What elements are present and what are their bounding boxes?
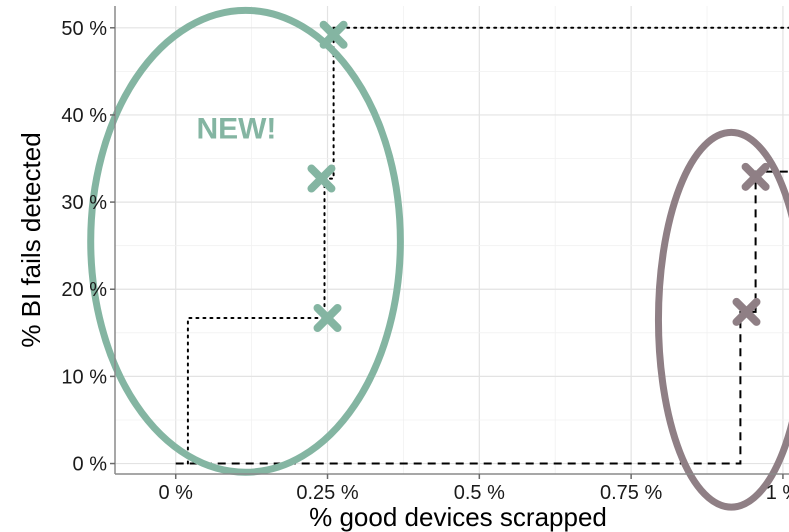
x-tick-label: 0.75 %	[600, 482, 662, 504]
y-axis: 0 % 10 % 20 % 30 % 40 % 50 %	[61, 18, 115, 476]
y-tick-label: 0 %	[73, 454, 108, 476]
cross-marker	[307, 164, 336, 193]
y-tick-label: 40 %	[61, 105, 107, 127]
y-tick-label: 10 %	[61, 366, 107, 388]
x-axis-title: % good devices scrapped	[309, 502, 607, 532]
cross-marker	[741, 162, 770, 191]
x-tick-label: 0.5 %	[454, 482, 505, 504]
cross-marker	[319, 20, 348, 49]
annotation-label: NEW!	[196, 112, 276, 145]
y-tick-label: 50 %	[61, 18, 107, 40]
marker-layer	[307, 20, 770, 332]
y-axis-title: % BI fails detected	[16, 132, 46, 347]
x-tick-label: 0.25 %	[296, 482, 358, 504]
x-tick-label: 0 %	[158, 482, 193, 504]
highlight-layer	[87, 6, 789, 511]
annotation-layer: NEW!	[196, 112, 276, 145]
highlight-ellipse	[654, 128, 789, 511]
cross-marker	[732, 297, 761, 326]
y-tick-label: 30 %	[61, 192, 107, 214]
x-axis: 0 % 0.25 % 0.5 % 0.75 % 1 %	[158, 474, 789, 504]
x-tick-label: 1 %	[766, 482, 789, 504]
grid	[115, 6, 789, 474]
y-tick-label: 20 %	[61, 279, 107, 301]
plot-panel	[115, 6, 789, 474]
cross-marker	[313, 304, 342, 332]
highlight-ellipse	[87, 6, 404, 476]
